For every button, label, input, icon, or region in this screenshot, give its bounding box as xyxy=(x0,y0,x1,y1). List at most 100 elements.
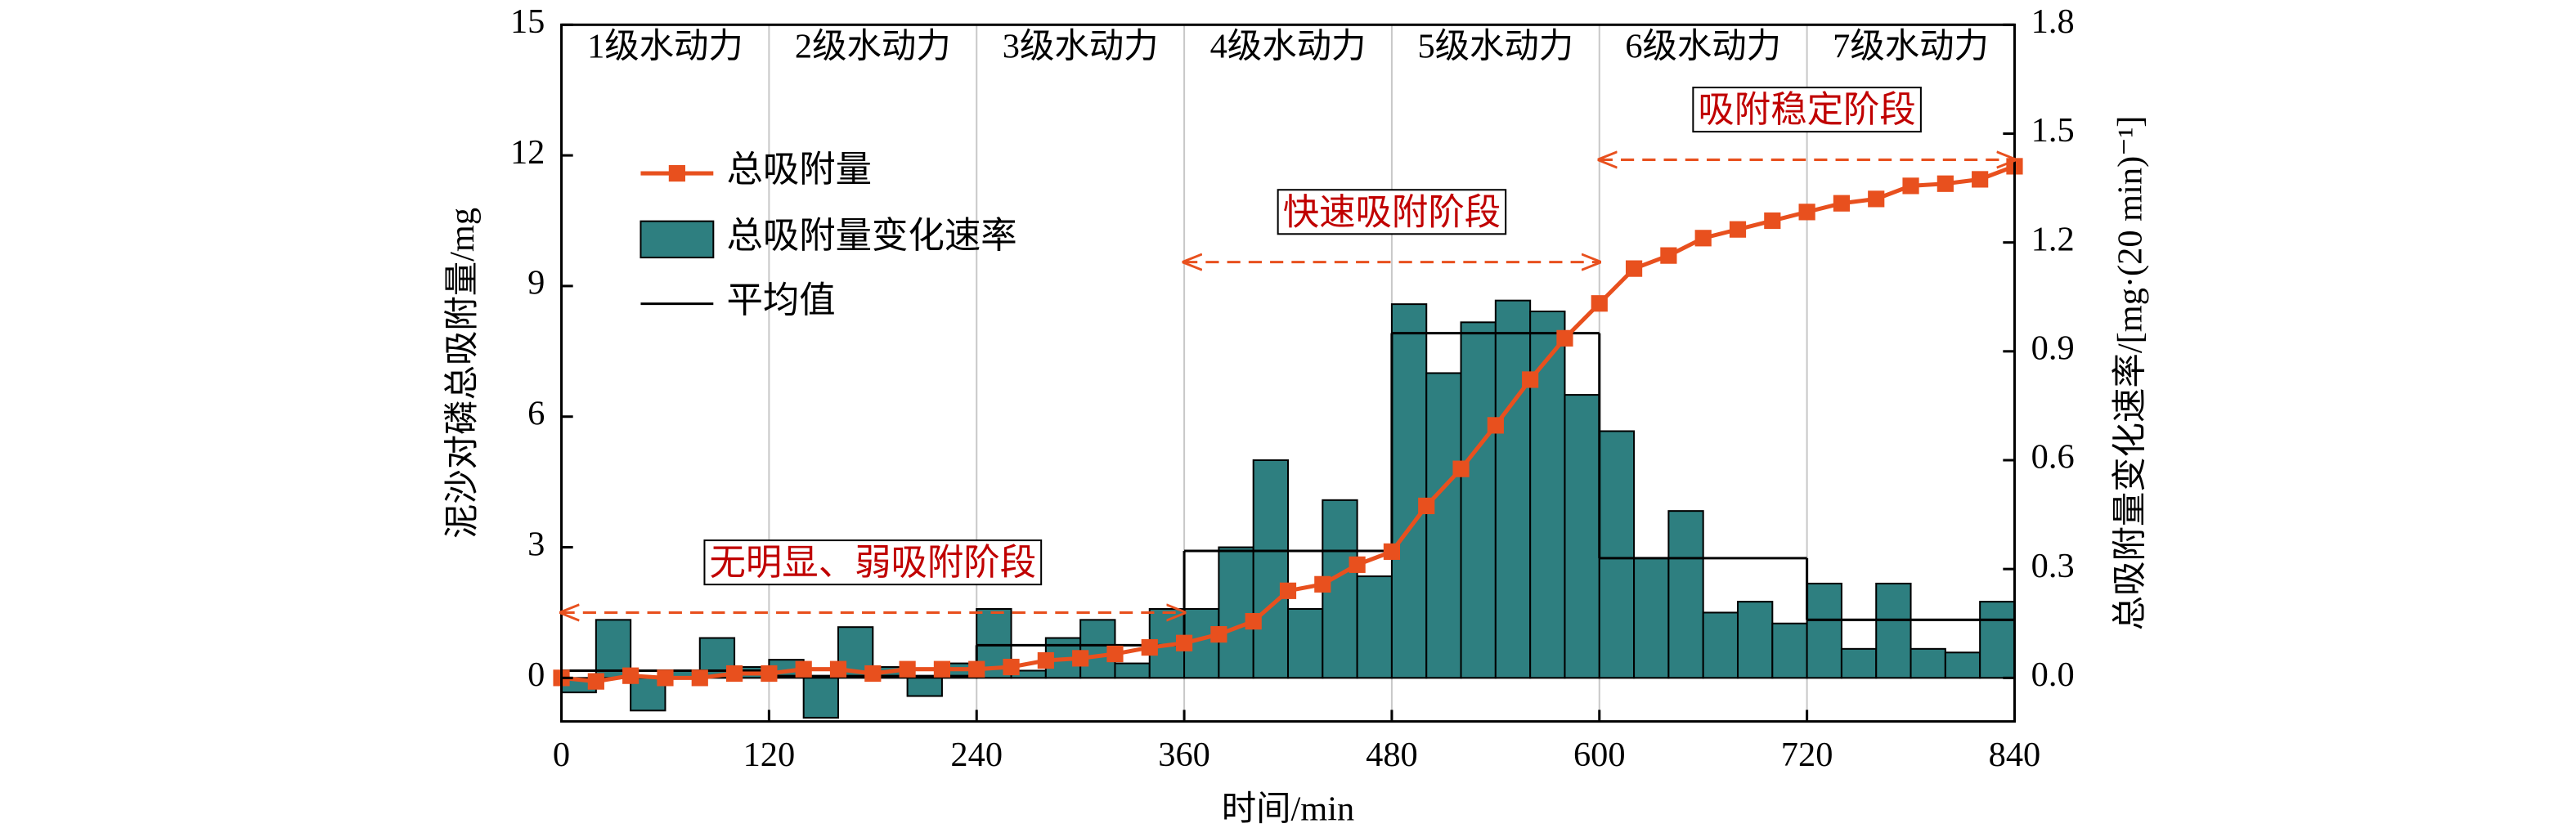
point xyxy=(725,665,743,683)
point xyxy=(1418,497,1435,515)
bar xyxy=(1564,394,1600,679)
point xyxy=(1936,175,1954,192)
x-tick-label: 240 xyxy=(950,736,1003,774)
bar xyxy=(1806,582,1842,679)
point xyxy=(657,669,674,687)
bar xyxy=(1633,557,1670,679)
point xyxy=(1591,295,1608,312)
point xyxy=(1383,543,1401,560)
annotation-box xyxy=(703,539,1043,586)
point xyxy=(1798,204,1815,221)
y2-tick-label: 0.9 xyxy=(2031,329,2075,368)
point xyxy=(1764,212,1781,230)
x-tick-label: 840 xyxy=(1989,736,2041,774)
legend-label: 总吸附量 xyxy=(726,149,872,190)
bar xyxy=(1286,607,1324,679)
point xyxy=(1175,634,1193,651)
bar xyxy=(1910,647,1946,679)
bar xyxy=(1771,622,1808,679)
legend-label: 平均值 xyxy=(726,280,835,320)
point xyxy=(1972,171,1989,188)
point xyxy=(622,667,640,684)
point xyxy=(691,669,708,687)
bar xyxy=(1840,647,1878,679)
bar xyxy=(906,677,943,697)
legend-marker xyxy=(668,164,685,182)
y2-tick-label: 1.8 xyxy=(2031,2,2075,41)
annotation-text: 快速吸附阶段 xyxy=(1283,191,1501,232)
x-tick-label: 120 xyxy=(743,736,796,774)
annotation-box xyxy=(1277,189,1507,235)
point xyxy=(1868,190,1885,208)
point xyxy=(1072,650,1089,667)
bar xyxy=(1114,662,1151,679)
point xyxy=(1487,417,1504,434)
point xyxy=(1556,329,1573,347)
bar xyxy=(1425,372,1462,679)
level-label: 3级水动力 xyxy=(1003,27,1159,65)
plot-frame xyxy=(560,23,2016,723)
level-label: 2级水动力 xyxy=(795,27,951,65)
y-tick-label: 3 xyxy=(527,525,545,563)
bar xyxy=(1494,299,1532,679)
point xyxy=(1349,556,1366,573)
bar xyxy=(1390,303,1428,679)
point xyxy=(829,660,847,678)
point xyxy=(1522,371,1539,388)
bar xyxy=(1875,582,1912,679)
point xyxy=(1279,582,1297,599)
y-axis-title: 泥沙对磷总吸附量/mg xyxy=(443,208,482,539)
level-label: 4级水动力 xyxy=(1210,27,1367,65)
y-tick-label: 9 xyxy=(527,264,545,302)
bar xyxy=(1598,430,1636,679)
y2-tick-label: 1.5 xyxy=(2031,111,2075,150)
annotation-box xyxy=(1692,87,1922,133)
y2-tick-label: 1.2 xyxy=(2031,220,2075,258)
point xyxy=(1625,260,1643,277)
bar xyxy=(1218,546,1254,679)
y2-tick-label: 0.0 xyxy=(2031,656,2075,694)
level-label: 6级水动力 xyxy=(1625,27,1781,65)
bar xyxy=(802,677,840,719)
y-tick-label: 12 xyxy=(510,133,545,172)
y2-tick-label: 0.3 xyxy=(2031,547,2075,585)
x-tick-label: 720 xyxy=(1781,736,1833,774)
point xyxy=(1245,612,1262,630)
point xyxy=(864,665,882,683)
point xyxy=(795,660,812,678)
bar xyxy=(1944,651,1981,679)
point xyxy=(968,660,985,678)
x-tick-label: 0 xyxy=(553,736,570,774)
bar xyxy=(1460,321,1497,679)
legend-swatch xyxy=(640,220,715,259)
bar xyxy=(1702,611,1739,679)
point xyxy=(1660,247,1677,264)
point xyxy=(1452,460,1470,477)
point xyxy=(1833,195,1851,212)
level-label: 7级水动力 xyxy=(1833,27,1989,65)
y-tick-label: 15 xyxy=(510,2,545,41)
bar xyxy=(1356,575,1393,679)
point xyxy=(1210,625,1227,643)
bar xyxy=(1979,601,2016,679)
point xyxy=(1037,651,1054,669)
bar xyxy=(1252,459,1290,679)
bar xyxy=(1736,601,1774,679)
x-tick-label: 480 xyxy=(1366,736,1418,774)
level-label: 5级水动力 xyxy=(1417,27,1573,65)
point xyxy=(1003,658,1020,676)
bar xyxy=(1667,510,1704,679)
point xyxy=(933,660,951,678)
point xyxy=(761,665,778,683)
y-tick-label: 0 xyxy=(527,656,545,694)
x-axis-title: 时间/min xyxy=(1222,790,1354,828)
bar xyxy=(1529,310,1566,679)
point xyxy=(587,673,604,690)
point xyxy=(899,660,916,678)
point xyxy=(1694,230,1712,247)
point xyxy=(1902,177,1919,195)
point xyxy=(1729,221,1747,238)
y2-tick-label: 0.6 xyxy=(2031,438,2075,477)
y2-axis-title: 总吸附量变化速率/[mg·(20 min)⁻¹] xyxy=(2112,116,2150,631)
